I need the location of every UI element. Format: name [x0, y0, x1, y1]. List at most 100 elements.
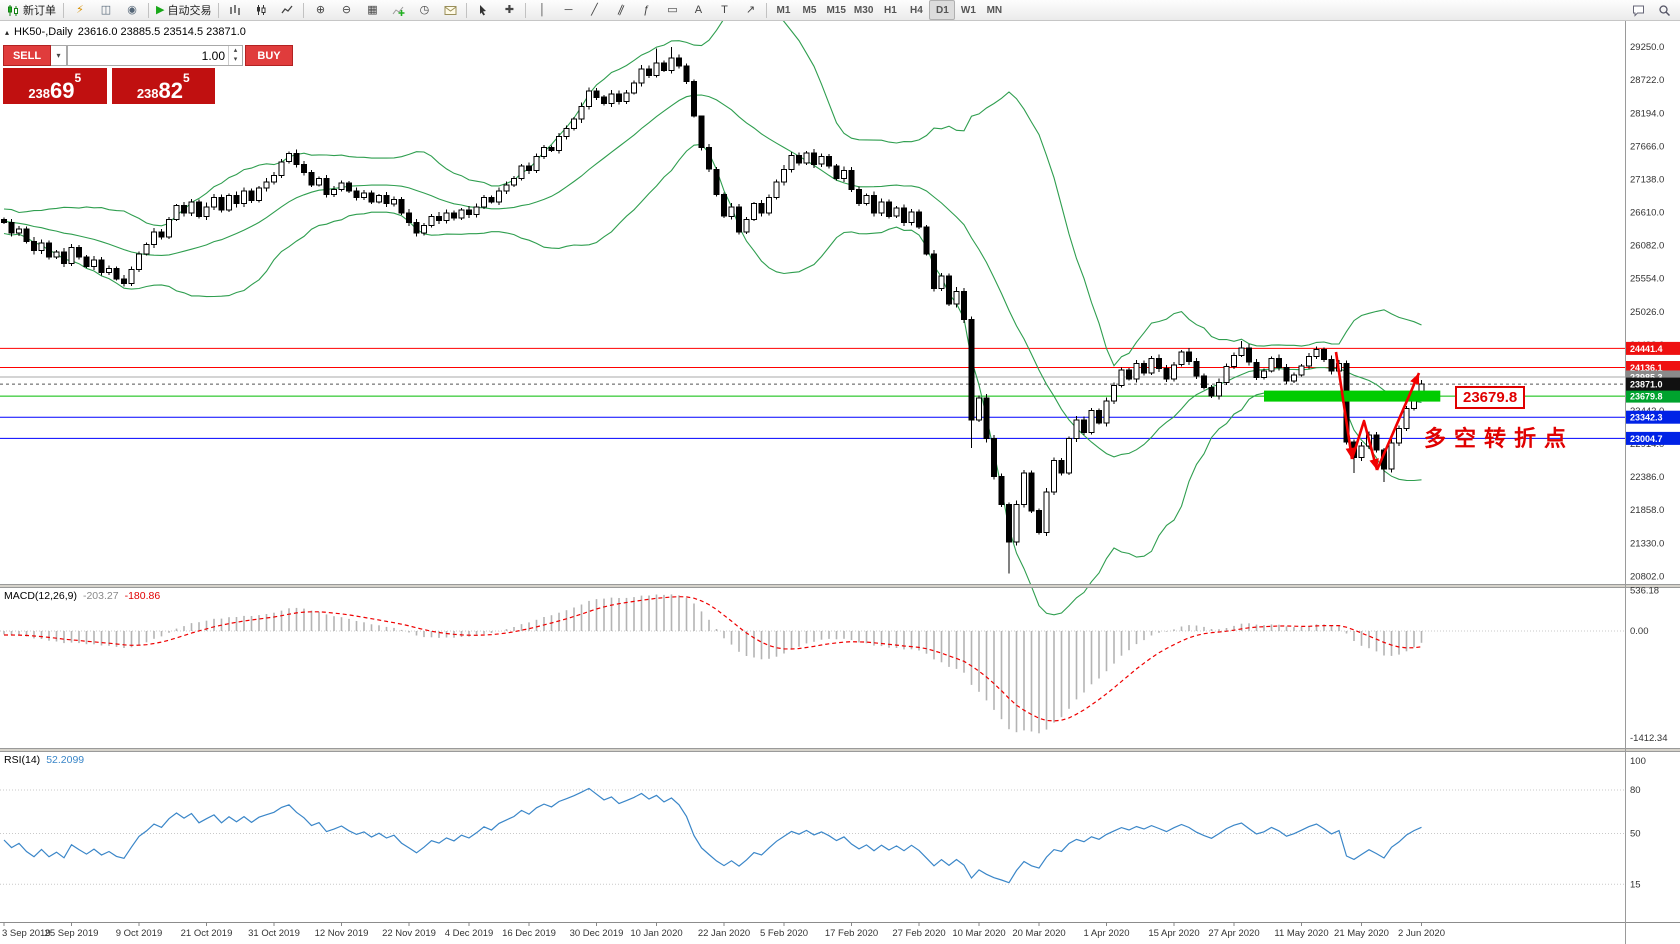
- text-button[interactable]: A: [685, 0, 711, 20]
- search-button[interactable]: [1651, 0, 1677, 20]
- svg-text:30 Dec 2019: 30 Dec 2019: [570, 928, 624, 939]
- toolbar: 新订单 ⚡ ◫ ◉ ▶ 自动交易 ⊕ ⊖ ▦ ◷ ✚ │ ─ ╱ ∥ ƒ ▭ A T ↗ M1 M5 M15 M30 H1 H4 D…: [0, 0, 1680, 21]
- svg-text:27 Apr 2020: 27 Apr 2020: [1208, 928, 1259, 939]
- svg-text:536.18: 536.18: [1630, 585, 1659, 596]
- bars-icon: [229, 4, 241, 16]
- shapes-icon: ▭: [667, 3, 678, 16]
- templates-button[interactable]: [437, 0, 463, 20]
- candles-green-icon: [7, 4, 20, 17]
- chart-quote-header: ▴ HK50-,Daily 23616.0 23885.5 23514.5 23…: [5, 26, 246, 38]
- svg-text:27666.0: 27666.0: [1630, 141, 1664, 152]
- pivot-annotation-text[interactable]: 多空转折点: [1424, 426, 1575, 451]
- macd-label: MACD(12,26,9) -203.27 -180.86: [4, 590, 160, 602]
- svg-text:23985.3: 23985.3: [1630, 372, 1663, 382]
- periods-button[interactable]: ◷: [411, 0, 437, 20]
- auto-trading-button[interactable]: ▶ 自动交易: [152, 0, 215, 20]
- macd-name: MACD(12,26,9): [4, 590, 77, 602]
- trendline-button[interactable]: ╱: [581, 0, 607, 20]
- svg-text:4 Dec 2019: 4 Dec 2019: [445, 928, 494, 939]
- red-arrow-annotations: [1334, 351, 1421, 471]
- channel-button[interactable]: ∥: [607, 0, 633, 20]
- svg-text:21858.0: 21858.0: [1630, 505, 1664, 516]
- tf-m1-button[interactable]: M1: [770, 0, 796, 20]
- volume-down-button[interactable]: ▾: [233, 55, 238, 63]
- svg-text:9 Oct 2019: 9 Oct 2019: [116, 928, 162, 939]
- new-order-button[interactable]: 新订单: [3, 0, 60, 20]
- svg-text:5 Feb 2020: 5 Feb 2020: [760, 928, 808, 939]
- label-button[interactable]: T: [711, 0, 737, 20]
- grid-button[interactable]: ▦: [359, 0, 385, 20]
- svg-text:21 Oct 2019: 21 Oct 2019: [181, 928, 233, 939]
- arrows-button[interactable]: ↗: [737, 0, 763, 20]
- svg-text:21 May 2020: 21 May 2020: [1334, 928, 1389, 939]
- chat-button[interactable]: [1625, 0, 1651, 20]
- svg-text:12 Nov 2019: 12 Nov 2019: [315, 928, 369, 939]
- magnifier-icon: [1658, 4, 1671, 17]
- linechart-icon: [281, 4, 293, 16]
- macd-value-signal: -180.86: [124, 590, 161, 602]
- volume-input[interactable]: [68, 46, 228, 65]
- buy-price-button[interactable]: 238 82 5: [111, 68, 215, 104]
- pluschart-icon: [392, 4, 405, 17]
- tf-m5-button[interactable]: M5: [796, 0, 822, 20]
- bubble-icon: [1632, 4, 1645, 17]
- panel-separators: [0, 584, 1680, 944]
- alerts-button[interactable]: ◉: [119, 0, 145, 20]
- candles: [1, 47, 1425, 574]
- crosshair-button[interactable]: ✚: [496, 0, 522, 20]
- profiles-button[interactable]: ◫: [93, 0, 119, 20]
- toolbar-separator: [218, 2, 220, 18]
- candle-chart-button[interactable]: [248, 0, 274, 20]
- svg-text:31 Oct 2019: 31 Oct 2019: [248, 928, 300, 939]
- svg-text:23679.8: 23679.8: [1630, 392, 1663, 402]
- symbol-icon: ▴: [5, 27, 10, 37]
- tf-d1-button[interactable]: D1: [929, 0, 956, 20]
- crosshair-icon: ✚: [504, 3, 515, 16]
- zoom-in-button[interactable]: ⊕: [307, 0, 333, 20]
- sell-price-button[interactable]: 238 69 5: [3, 68, 107, 104]
- cursor-button[interactable]: [470, 0, 496, 20]
- zoom-out-button[interactable]: ⊖: [333, 0, 359, 20]
- sell-button[interactable]: SELL: [3, 45, 51, 66]
- profiles-icon: ◫: [100, 3, 112, 16]
- lightning-button[interactable]: ⚡: [67, 0, 93, 20]
- svg-text:26082.0: 26082.0: [1630, 241, 1664, 252]
- bar-chart-button[interactable]: [222, 0, 248, 20]
- svg-text:17 Feb 2020: 17 Feb 2020: [825, 928, 878, 939]
- tf-m15-button[interactable]: M15: [822, 0, 849, 20]
- vertical-line-button[interactable]: │: [529, 0, 555, 20]
- indicators-button[interactable]: [385, 0, 411, 20]
- tf-h1-button[interactable]: H1: [877, 0, 903, 20]
- svg-text:24136.1: 24136.1: [1630, 363, 1663, 373]
- svg-text:11 May 2020: 11 May 2020: [1274, 928, 1328, 939]
- shapes-button[interactable]: ▭: [659, 0, 685, 20]
- tf-m1-button-label: M1: [776, 4, 791, 16]
- envelope-icon: [444, 5, 457, 16]
- volume-up-button[interactable]: ▴: [233, 47, 238, 55]
- svg-text:10 Mar 2020: 10 Mar 2020: [952, 928, 1005, 939]
- tf-h4-button[interactable]: H4: [903, 0, 929, 20]
- order-dropdown-icon[interactable]: ▾: [51, 45, 67, 66]
- fibonacci-button[interactable]: ƒ: [633, 0, 659, 20]
- tf-d1-button-label: D1: [935, 4, 949, 16]
- tf-w1-button-label: W1: [960, 4, 976, 16]
- line-chart-button[interactable]: [274, 0, 300, 20]
- buy-button[interactable]: BUY: [245, 45, 293, 66]
- zone-price-callout[interactable]: 23679.8: [1455, 386, 1526, 409]
- text-icon: A: [694, 3, 703, 16]
- zoom-in-icon: ⊕: [315, 3, 326, 16]
- svg-text:22 Nov 2019: 22 Nov 2019: [382, 928, 436, 939]
- cursor-icon: [477, 4, 489, 16]
- toolbar-separator: [303, 2, 305, 18]
- tf-mn-button[interactable]: MN: [981, 0, 1007, 20]
- support-zone: [1264, 390, 1441, 402]
- svg-text:29250.0: 29250.0: [1630, 42, 1664, 53]
- tf-m30-button[interactable]: M30: [850, 0, 877, 20]
- tf-w1-button[interactable]: W1: [955, 0, 981, 20]
- horizontal-line-button[interactable]: ─: [555, 0, 581, 20]
- horizontal-line-icon: ─: [564, 3, 573, 16]
